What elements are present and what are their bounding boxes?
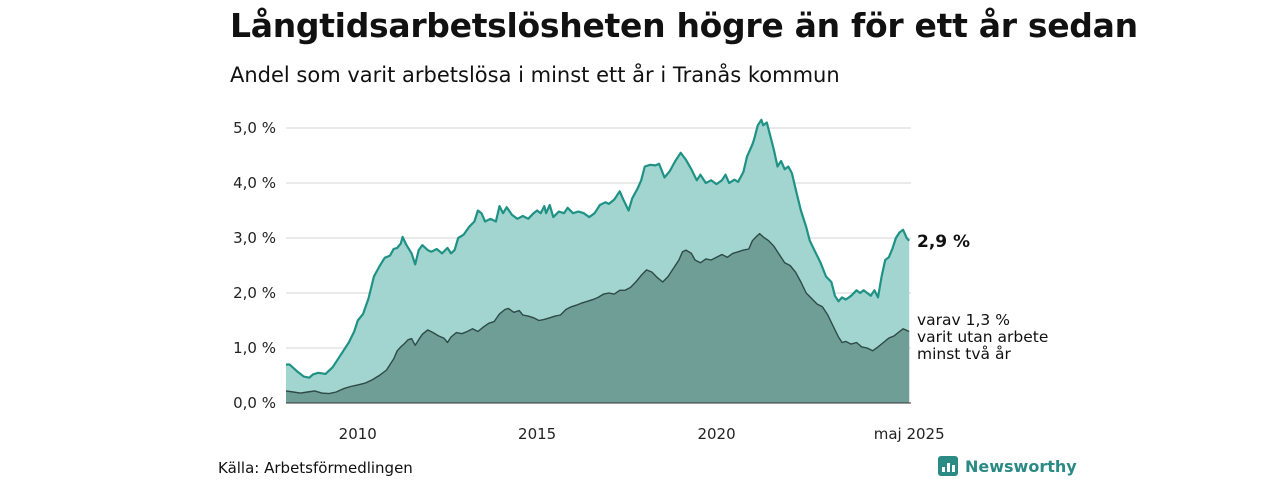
y-tick-label: 4,0 % xyxy=(233,174,276,192)
x-tick-label: 2020 xyxy=(697,425,735,443)
subset-line xyxy=(285,232,910,395)
source-note: Källa: Arbetsförmedlingen xyxy=(218,459,413,477)
chart-subtitle: Andel som varit arbetslösa i minst ett å… xyxy=(230,63,840,87)
x-axis: 2010 2015 2020 maj 2025 xyxy=(339,425,945,443)
subset-label-line: minst två år xyxy=(917,345,1011,363)
y-tick-label: 1,0 % xyxy=(233,339,276,357)
plot-area xyxy=(285,118,911,404)
latest-subset-label: varav 1,3 % varit utan arbete minst två … xyxy=(917,311,1053,363)
y-tick-label: 0,0 % xyxy=(233,394,276,412)
y-tick-label: 3,0 % xyxy=(233,229,276,247)
x-tick-label: 2010 xyxy=(339,425,377,443)
x-tick-label: 2015 xyxy=(518,425,556,443)
x-tick-label: maj 2025 xyxy=(874,425,945,443)
bar-chart-icon xyxy=(938,456,958,476)
brand-name: Newsworthy xyxy=(965,456,1077,476)
brand-logo[interactable]: Newsworthy xyxy=(938,456,1077,476)
subset-label-line: varit utan arbete xyxy=(917,328,1048,346)
y-axis: 0,0 % 1,0 % 2,0 % 3,0 % 4,0 % 5,0 % xyxy=(233,119,276,412)
subset-area xyxy=(286,233,910,403)
annotations: 2,9 % varav 1,3 % varit utan arbete mins… xyxy=(917,232,1053,363)
latest-total-label: 2,9 % xyxy=(917,232,970,252)
y-tick-label: 2,0 % xyxy=(233,284,276,302)
y-tick-label: 5,0 % xyxy=(233,119,276,137)
total-line xyxy=(286,118,911,379)
chart-title: Långtidsarbetslösheten högre än för ett … xyxy=(230,6,1138,45)
subset-label-line: varav 1,3 % xyxy=(917,311,1010,329)
